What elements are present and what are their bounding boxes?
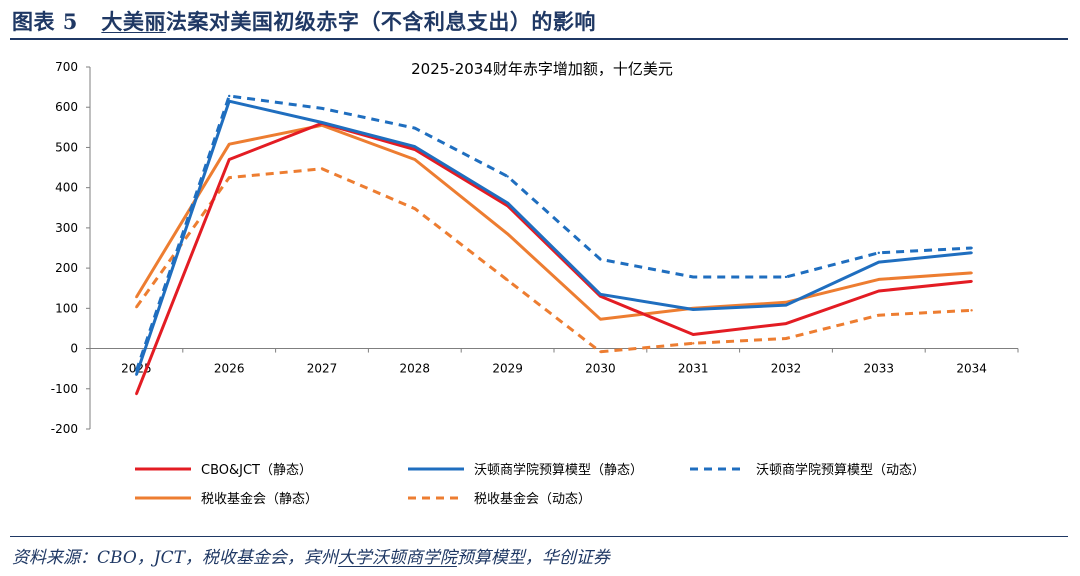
data-point <box>135 373 138 376</box>
data-point <box>692 308 695 311</box>
data-point <box>970 246 973 250</box>
x-tick-label: 2030 <box>585 362 616 376</box>
header-rule <box>10 38 1068 40</box>
data-point <box>599 258 602 261</box>
data-point <box>877 251 880 255</box>
y-tick-label: 0 <box>70 342 78 356</box>
data-point <box>506 232 509 236</box>
legend-label: 税收基金会（静态） <box>201 491 318 507</box>
data-point <box>228 158 231 161</box>
data-point <box>228 94 231 98</box>
figure-label: 图表 5 <box>12 9 78 34</box>
data-point <box>877 313 880 317</box>
source-prefix: 资料来源：CBO，JCT，税收基金会，宾州 <box>12 548 338 568</box>
data-point <box>413 145 416 148</box>
y-tick-label: 600 <box>55 100 78 114</box>
data-point <box>320 107 324 110</box>
data-point <box>970 309 973 312</box>
data-point <box>784 303 788 307</box>
data-point <box>506 175 509 178</box>
series-line-1 <box>134 99 972 376</box>
data-point <box>320 167 324 170</box>
source-note: 资料来源：CBO，JCT，税收基金会，宾州大学沃顿商学院预算模型，华创证券 <box>12 543 610 568</box>
data-point <box>413 207 416 210</box>
data-point <box>877 289 880 293</box>
data-point <box>228 143 231 146</box>
y-tick-label: -100 <box>51 382 78 396</box>
data-point <box>784 275 788 279</box>
line-chart: 2025-2034财年赤字增加额，十亿美元 700 600 500 400 300 200… <box>51 60 1019 507</box>
chart-container: 2025-2034财年赤字增加额，十亿美元 700 600 500 400 300 200… <box>0 44 1080 536</box>
data-point <box>413 158 416 161</box>
data-point <box>413 148 416 151</box>
y-tick-label: 500 <box>55 140 78 154</box>
data-point <box>692 275 695 279</box>
figure-title: 图表 5 大美丽法案对美国初级赤字（不含利息支出）的影响 <box>12 6 596 36</box>
x-tick-label: 2027 <box>307 362 338 376</box>
title-highlight: 大美丽 <box>101 9 166 34</box>
data-point <box>599 350 602 353</box>
data-point <box>877 278 880 281</box>
legend-item-0: CBO&JCT（静态） <box>135 463 312 478</box>
x-tick-label: 2034 <box>956 362 987 376</box>
legend-item-3: 税收基金会（静态） <box>135 491 318 507</box>
legend-item-4: 税收基金会（动态） <box>408 491 591 507</box>
legend: CBO&JCT（静态） 沃顿商学院预算模型（静态） 沃顿商学院预算模型（动态） 税收基… <box>135 462 925 507</box>
series-line-0 <box>135 121 972 395</box>
y-tick-label: 400 <box>55 181 78 195</box>
x-tick-label: 2032 <box>771 362 802 376</box>
legend-item-2: 沃顿商学院预算模型（动态） <box>690 462 925 478</box>
data-point <box>135 295 138 299</box>
legend-label: CBO&JCT（静态） <box>201 463 312 478</box>
data-point <box>320 121 324 124</box>
series-line-3 <box>135 123 972 321</box>
source-suffix: 预算模型，华创证券 <box>456 548 610 568</box>
data-point <box>970 251 973 255</box>
data-point <box>599 293 602 296</box>
x-tick-label: 2028 <box>400 362 431 376</box>
data-point <box>877 260 880 264</box>
data-point <box>784 322 788 325</box>
y-tick-label: 200 <box>55 261 78 275</box>
data-point <box>506 278 509 282</box>
data-point <box>784 337 788 340</box>
y-tick-label: 700 <box>55 60 78 74</box>
legend-item-1: 沃顿商学院预算模型（静态） <box>408 462 643 478</box>
y-tick-label: 100 <box>55 301 78 315</box>
x-tick-label: 2026 <box>214 362 245 376</box>
x-tick-label: 2029 <box>492 362 523 376</box>
data-point <box>135 305 138 309</box>
data-point <box>413 126 416 130</box>
data-point <box>135 392 138 396</box>
data-point <box>506 201 509 205</box>
data-point <box>692 333 695 336</box>
data-point <box>228 99 231 103</box>
title-rest: 法案对美国初级赤字（不含利息支出）的影响 <box>165 9 596 34</box>
series-line-2 <box>134 94 972 372</box>
figure-header: 图表 5 大美丽法案对美国初级赤字（不含利息支出）的影响 <box>10 0 1070 40</box>
legend-label: 沃顿商学院预算模型（静态） <box>474 462 643 478</box>
footer-rule <box>10 536 1068 537</box>
source-highlight: 大学沃顿商学院 <box>337 548 457 568</box>
x-tick-label: 2033 <box>864 362 895 376</box>
data-point <box>599 317 602 321</box>
legend-label: 税收基金会（动态） <box>474 491 591 507</box>
series-lines <box>134 94 973 396</box>
y-tick-label: -200 <box>51 422 78 436</box>
x-tick-label: 2031 <box>678 362 709 376</box>
data-point <box>692 342 695 345</box>
y-tick-label: 300 <box>55 221 78 235</box>
chart-title: 2025-2034财年赤字增加额，十亿美元 <box>411 60 673 78</box>
legend-label: 沃顿商学院预算模型（动态） <box>756 462 925 478</box>
data-point <box>970 271 973 275</box>
data-point <box>970 280 973 283</box>
data-point <box>228 176 231 179</box>
data-point <box>784 301 788 304</box>
